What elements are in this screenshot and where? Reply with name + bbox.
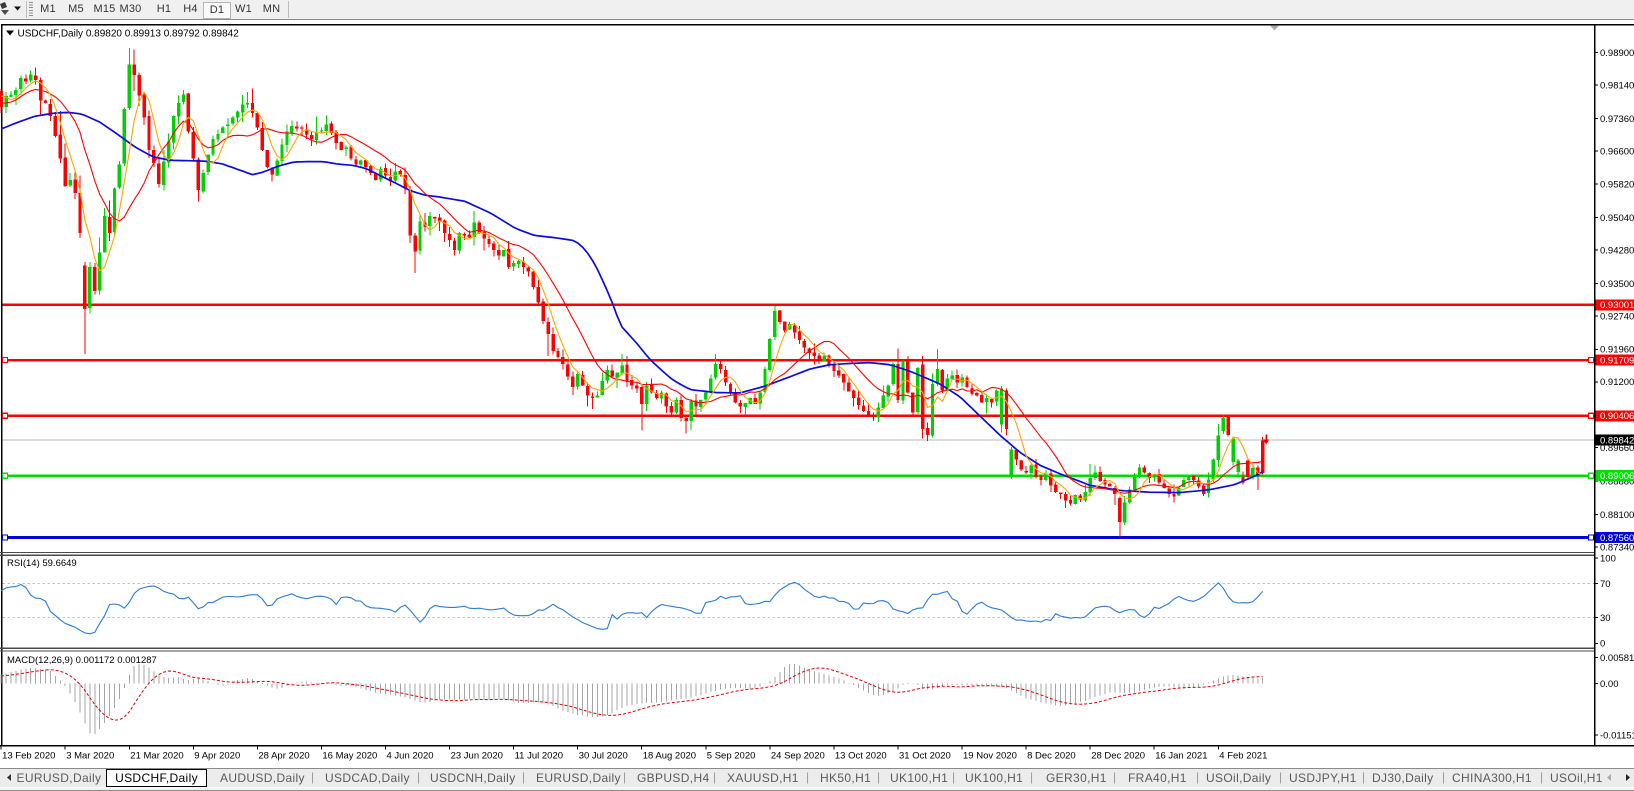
svg-text:4 Jun 2020: 4 Jun 2020 (387, 751, 434, 762)
svg-text:28 Dec 2020: 28 Dec 2020 (1091, 751, 1145, 762)
svg-text:RSI(14) 59.6649: RSI(14) 59.6649 (7, 558, 77, 569)
svg-text:13 Feb 2020: 13 Feb 2020 (2, 751, 55, 762)
svg-text:0.92740: 0.92740 (1600, 311, 1634, 322)
svg-text:-0.011517: -0.011517 (1600, 730, 1634, 741)
svg-text:8 Dec 2020: 8 Dec 2020 (1027, 751, 1076, 762)
svg-text:0.91200: 0.91200 (1600, 377, 1634, 388)
svg-text:9 Apr 2020: 9 Apr 2020 (194, 751, 240, 762)
svg-text:0.005818: 0.005818 (1600, 653, 1634, 664)
svg-text:23 Jun 2020: 23 Jun 2020 (451, 751, 503, 762)
svg-text:0.98900: 0.98900 (1600, 48, 1634, 59)
svg-text:0.90406: 0.90406 (1600, 411, 1634, 422)
svg-text:3 Mar 2020: 3 Mar 2020 (66, 751, 114, 762)
svg-text:5 Sep 2020: 5 Sep 2020 (707, 751, 756, 762)
svg-text:0.95040: 0.95040 (1600, 213, 1634, 224)
svg-text:0.91960: 0.91960 (1600, 345, 1634, 356)
svg-text:0.88880: 0.88880 (1600, 477, 1634, 488)
svg-text:0.97360: 0.97360 (1600, 114, 1634, 125)
svg-text:0.88100: 0.88100 (1600, 510, 1634, 521)
svg-text:0.94280: 0.94280 (1600, 246, 1634, 257)
svg-text:30: 30 (1600, 613, 1611, 624)
svg-text:19 Nov 2020: 19 Nov 2020 (963, 751, 1017, 762)
svg-text:16 May 2020: 16 May 2020 (322, 751, 377, 762)
svg-text:30 Jul 2020: 30 Jul 2020 (579, 751, 628, 762)
svg-text:28 Apr 2020: 28 Apr 2020 (258, 751, 309, 762)
svg-text:USDCHF,Daily 0.89820 0.89913: USDCHF,Daily 0.89820 0.89913 0.89792 0.8… (18, 29, 240, 40)
svg-text:0.95820: 0.95820 (1600, 180, 1634, 191)
svg-text:0.00: 0.00 (1600, 679, 1619, 690)
svg-text:18 Aug 2020: 18 Aug 2020 (643, 751, 696, 762)
svg-text:4 Feb 2021: 4 Feb 2021 (1219, 751, 1267, 762)
svg-text:0.89842: 0.89842 (1600, 435, 1634, 446)
svg-text:13 Oct 2020: 13 Oct 2020 (835, 751, 887, 762)
svg-text:70: 70 (1600, 579, 1611, 590)
svg-text:0.89660: 0.89660 (1600, 443, 1634, 454)
svg-text:21 Mar 2020: 21 Mar 2020 (130, 751, 183, 762)
svg-text:0.87340: 0.87340 (1600, 542, 1634, 553)
svg-text:100: 100 (1600, 553, 1616, 564)
svg-text:0.89006: 0.89006 (1600, 471, 1634, 482)
svg-text:0.96600: 0.96600 (1600, 146, 1634, 157)
svg-text:0.87560: 0.87560 (1600, 533, 1634, 544)
svg-text:0.93001: 0.93001 (1600, 300, 1634, 311)
svg-text:0.93500: 0.93500 (1600, 279, 1634, 290)
svg-text:0: 0 (1600, 639, 1605, 650)
svg-text:31 Oct 2020: 31 Oct 2020 (899, 751, 951, 762)
svg-text:MACD(12,26,9) 0.001172 0.00128: MACD(12,26,9) 0.001172 0.001287 (7, 655, 157, 666)
svg-text:24 Sep 2020: 24 Sep 2020 (771, 751, 825, 762)
svg-text:0.91709: 0.91709 (1600, 356, 1634, 367)
svg-text:0.98140: 0.98140 (1600, 80, 1634, 91)
svg-text:11 Jul 2020: 11 Jul 2020 (515, 751, 563, 762)
svg-text:16 Jan 2021: 16 Jan 2021 (1155, 751, 1207, 762)
